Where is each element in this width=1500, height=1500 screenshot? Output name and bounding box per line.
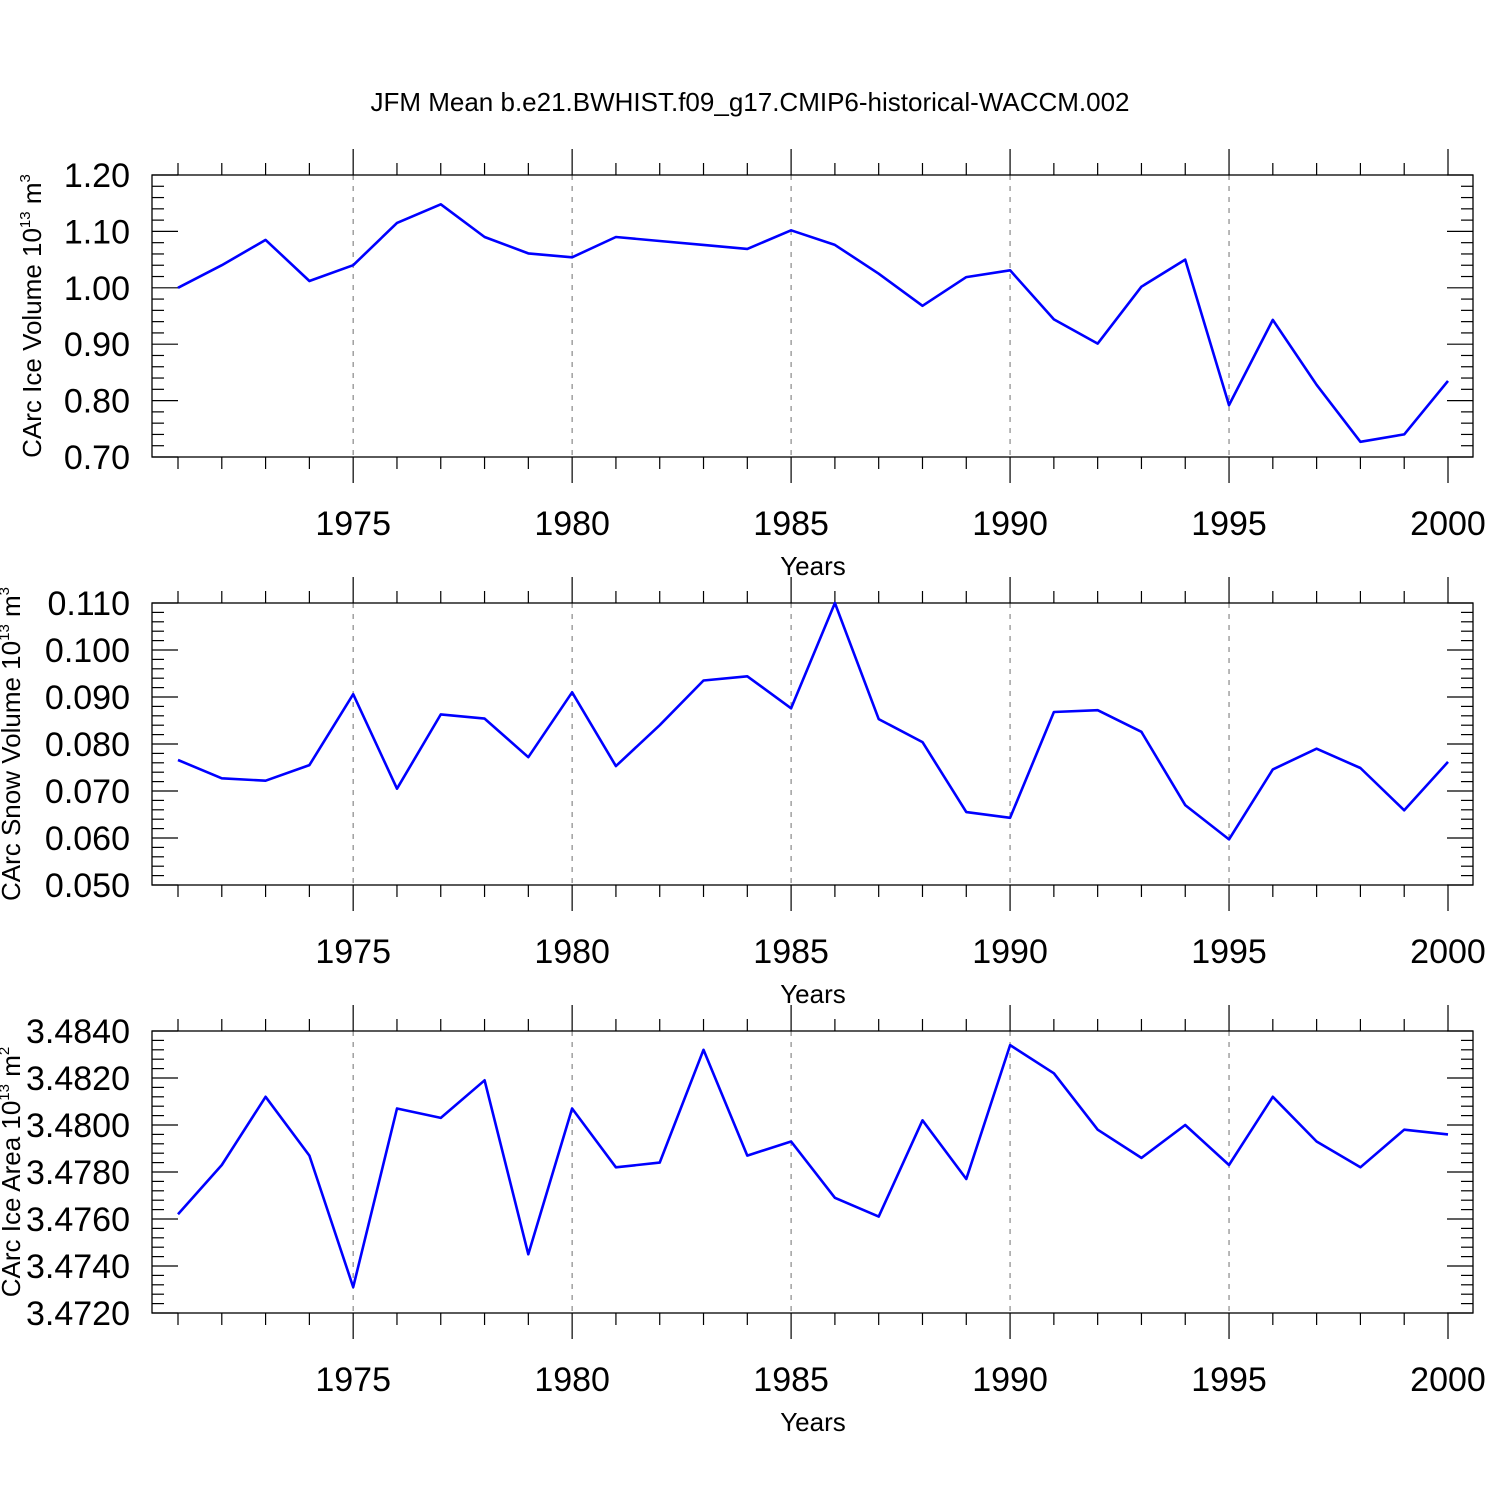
y-axis-label-unit: m bbox=[0, 1055, 26, 1084]
y-axis-label-unit-exponent: 3 bbox=[17, 174, 34, 182]
y-tick-label: 3.4840 bbox=[26, 1013, 130, 1051]
x-tick-label: 1975 bbox=[315, 1361, 391, 1399]
x-tick-label: 2000 bbox=[1410, 1361, 1486, 1399]
x-axis-label: Years bbox=[780, 979, 846, 1009]
y-tick-label: 3.4800 bbox=[26, 1107, 130, 1145]
y-axis-label-exponent: 13 bbox=[0, 624, 13, 641]
x-tick-label: 1980 bbox=[534, 933, 610, 971]
y-tick-label: 0.110 bbox=[47, 585, 130, 623]
y-tick-label: 0.060 bbox=[45, 820, 130, 858]
y-tick-label: 3.4720 bbox=[26, 1295, 130, 1333]
chart-panels: 1975 1980 1985 1990 1995 2000 0.70 0.80 0.90 1.00… bbox=[0, 149, 1486, 1437]
y-tick-label: 3.4740 bbox=[26, 1248, 130, 1286]
y-axis-label: CArc Snow Volume 1013 m3 bbox=[0, 587, 26, 901]
y-tick-label: 3.4820 bbox=[26, 1060, 130, 1098]
plot-frame bbox=[151, 174, 1474, 458]
x-tick-label: 1990 bbox=[972, 933, 1048, 971]
x-tick-label: 1995 bbox=[1191, 505, 1267, 543]
y-axis-label-exponent: 13 bbox=[0, 1084, 13, 1101]
y-tick-label: 1.10 bbox=[64, 213, 130, 251]
x-tick-label: 1980 bbox=[534, 1361, 610, 1399]
x-tick-label: 1985 bbox=[753, 933, 829, 971]
y-tick-label: 0.90 bbox=[64, 326, 130, 364]
series-line-ice-volume bbox=[177, 203, 1450, 444]
figure-title: JFM Mean b.e21.BWHIST.f09_g17.CMIP6-hist… bbox=[370, 87, 1129, 117]
chart-panel-ice-area: 1975 1980 1985 1990 1995 2000 3.4720 3.4740 3.47… bbox=[0, 1005, 1486, 1437]
y-axis-label-text: CArc Ice Volume 10 bbox=[17, 228, 47, 458]
y-tick-label: 3.4780 bbox=[26, 1154, 130, 1192]
y-tick-label: 0.100 bbox=[45, 632, 130, 670]
y-tick-label: 0.80 bbox=[64, 383, 130, 421]
x-tick-label: 1975 bbox=[315, 505, 391, 543]
x-tick-label: 2000 bbox=[1410, 933, 1486, 971]
y-axis-label-text: CArc Ice Area 10 bbox=[0, 1101, 26, 1298]
y-tick-label: 3.4760 bbox=[26, 1201, 130, 1239]
plot-frame bbox=[151, 602, 1474, 886]
chart-panel-ice-volume: 1975 1980 1985 1990 1995 2000 0.70 0.80 0.90 1.00… bbox=[17, 149, 1486, 581]
y-axis-label-unit-exponent: 3 bbox=[0, 587, 13, 595]
y-tick-label: 0.080 bbox=[45, 726, 130, 764]
chart-panel-snow-volume: 1975 1980 1985 1990 1995 2000 0.050 0.060 0.070 0… bbox=[0, 577, 1486, 1009]
x-tick-label: 1975 bbox=[315, 933, 391, 971]
x-tick-label: 1985 bbox=[753, 1361, 829, 1399]
y-tick-label: 1.20 bbox=[64, 157, 130, 195]
y-axis-label-unit-exponent: 2 bbox=[0, 1047, 13, 1055]
x-tick-label: 1990 bbox=[972, 1361, 1048, 1399]
x-axis-label: Years bbox=[780, 1407, 846, 1437]
y-axis-label: CArc Ice Area 1013 m2 bbox=[0, 1047, 26, 1297]
x-tick-label: 1995 bbox=[1191, 933, 1267, 971]
y-tick-label: 0.70 bbox=[64, 439, 130, 477]
plot-frame bbox=[151, 1030, 1474, 1314]
x-tick-label: 1990 bbox=[972, 505, 1048, 543]
y-axis-label-unit: m bbox=[0, 595, 26, 624]
series-line-ice-area bbox=[177, 1043, 1449, 1289]
x-tick-label: 1980 bbox=[534, 505, 610, 543]
y-tick-label: 1.00 bbox=[64, 270, 130, 308]
x-axis-label: Years bbox=[780, 551, 846, 581]
y-axis-label-exponent: 13 bbox=[17, 211, 34, 228]
y-tick-label: 0.090 bbox=[45, 679, 130, 717]
y-tick-label: 0.070 bbox=[45, 773, 130, 811]
x-tick-label: 1985 bbox=[753, 505, 829, 543]
y-axis-label-unit: m bbox=[17, 182, 47, 211]
x-tick-label: 1995 bbox=[1191, 1361, 1267, 1399]
x-tick-label: 2000 bbox=[1410, 505, 1486, 543]
y-axis-label: CArc Ice Volume 1013 m3 bbox=[17, 174, 47, 458]
series-line-snow-volume bbox=[177, 601, 1449, 841]
y-tick-label: 0.050 bbox=[45, 867, 130, 905]
y-axis-label-text: CArc Snow Volume 10 bbox=[0, 641, 26, 901]
